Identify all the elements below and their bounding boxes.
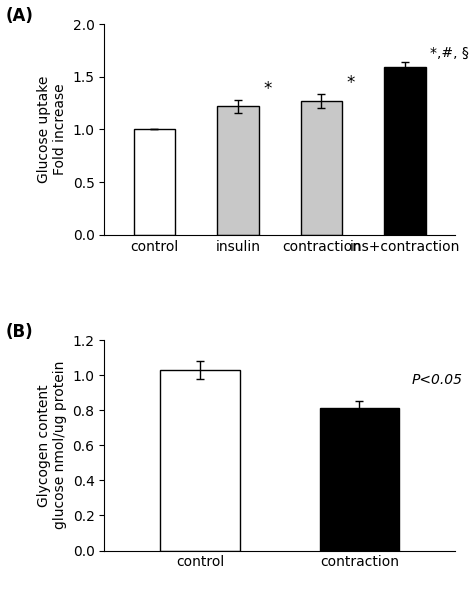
Text: *,#, §: *,#, § [430, 46, 469, 60]
Text: (B): (B) [6, 323, 34, 341]
Text: *: * [263, 80, 271, 98]
Bar [319, 408, 399, 551]
Text: *: * [346, 74, 355, 91]
Y-axis label: Glycogen content
glucose nmol/ug protein: Glycogen content glucose nmol/ug protein [37, 361, 67, 529]
Text: (A): (A) [6, 7, 34, 25]
Bar [301, 101, 342, 235]
Bar [160, 370, 240, 551]
Bar [217, 106, 259, 235]
Y-axis label: Glucose uptake
Fold increase: Glucose uptake Fold increase [37, 76, 67, 183]
Bar [134, 129, 175, 235]
Bar [384, 67, 426, 235]
Text: P<0.05: P<0.05 [412, 373, 463, 387]
